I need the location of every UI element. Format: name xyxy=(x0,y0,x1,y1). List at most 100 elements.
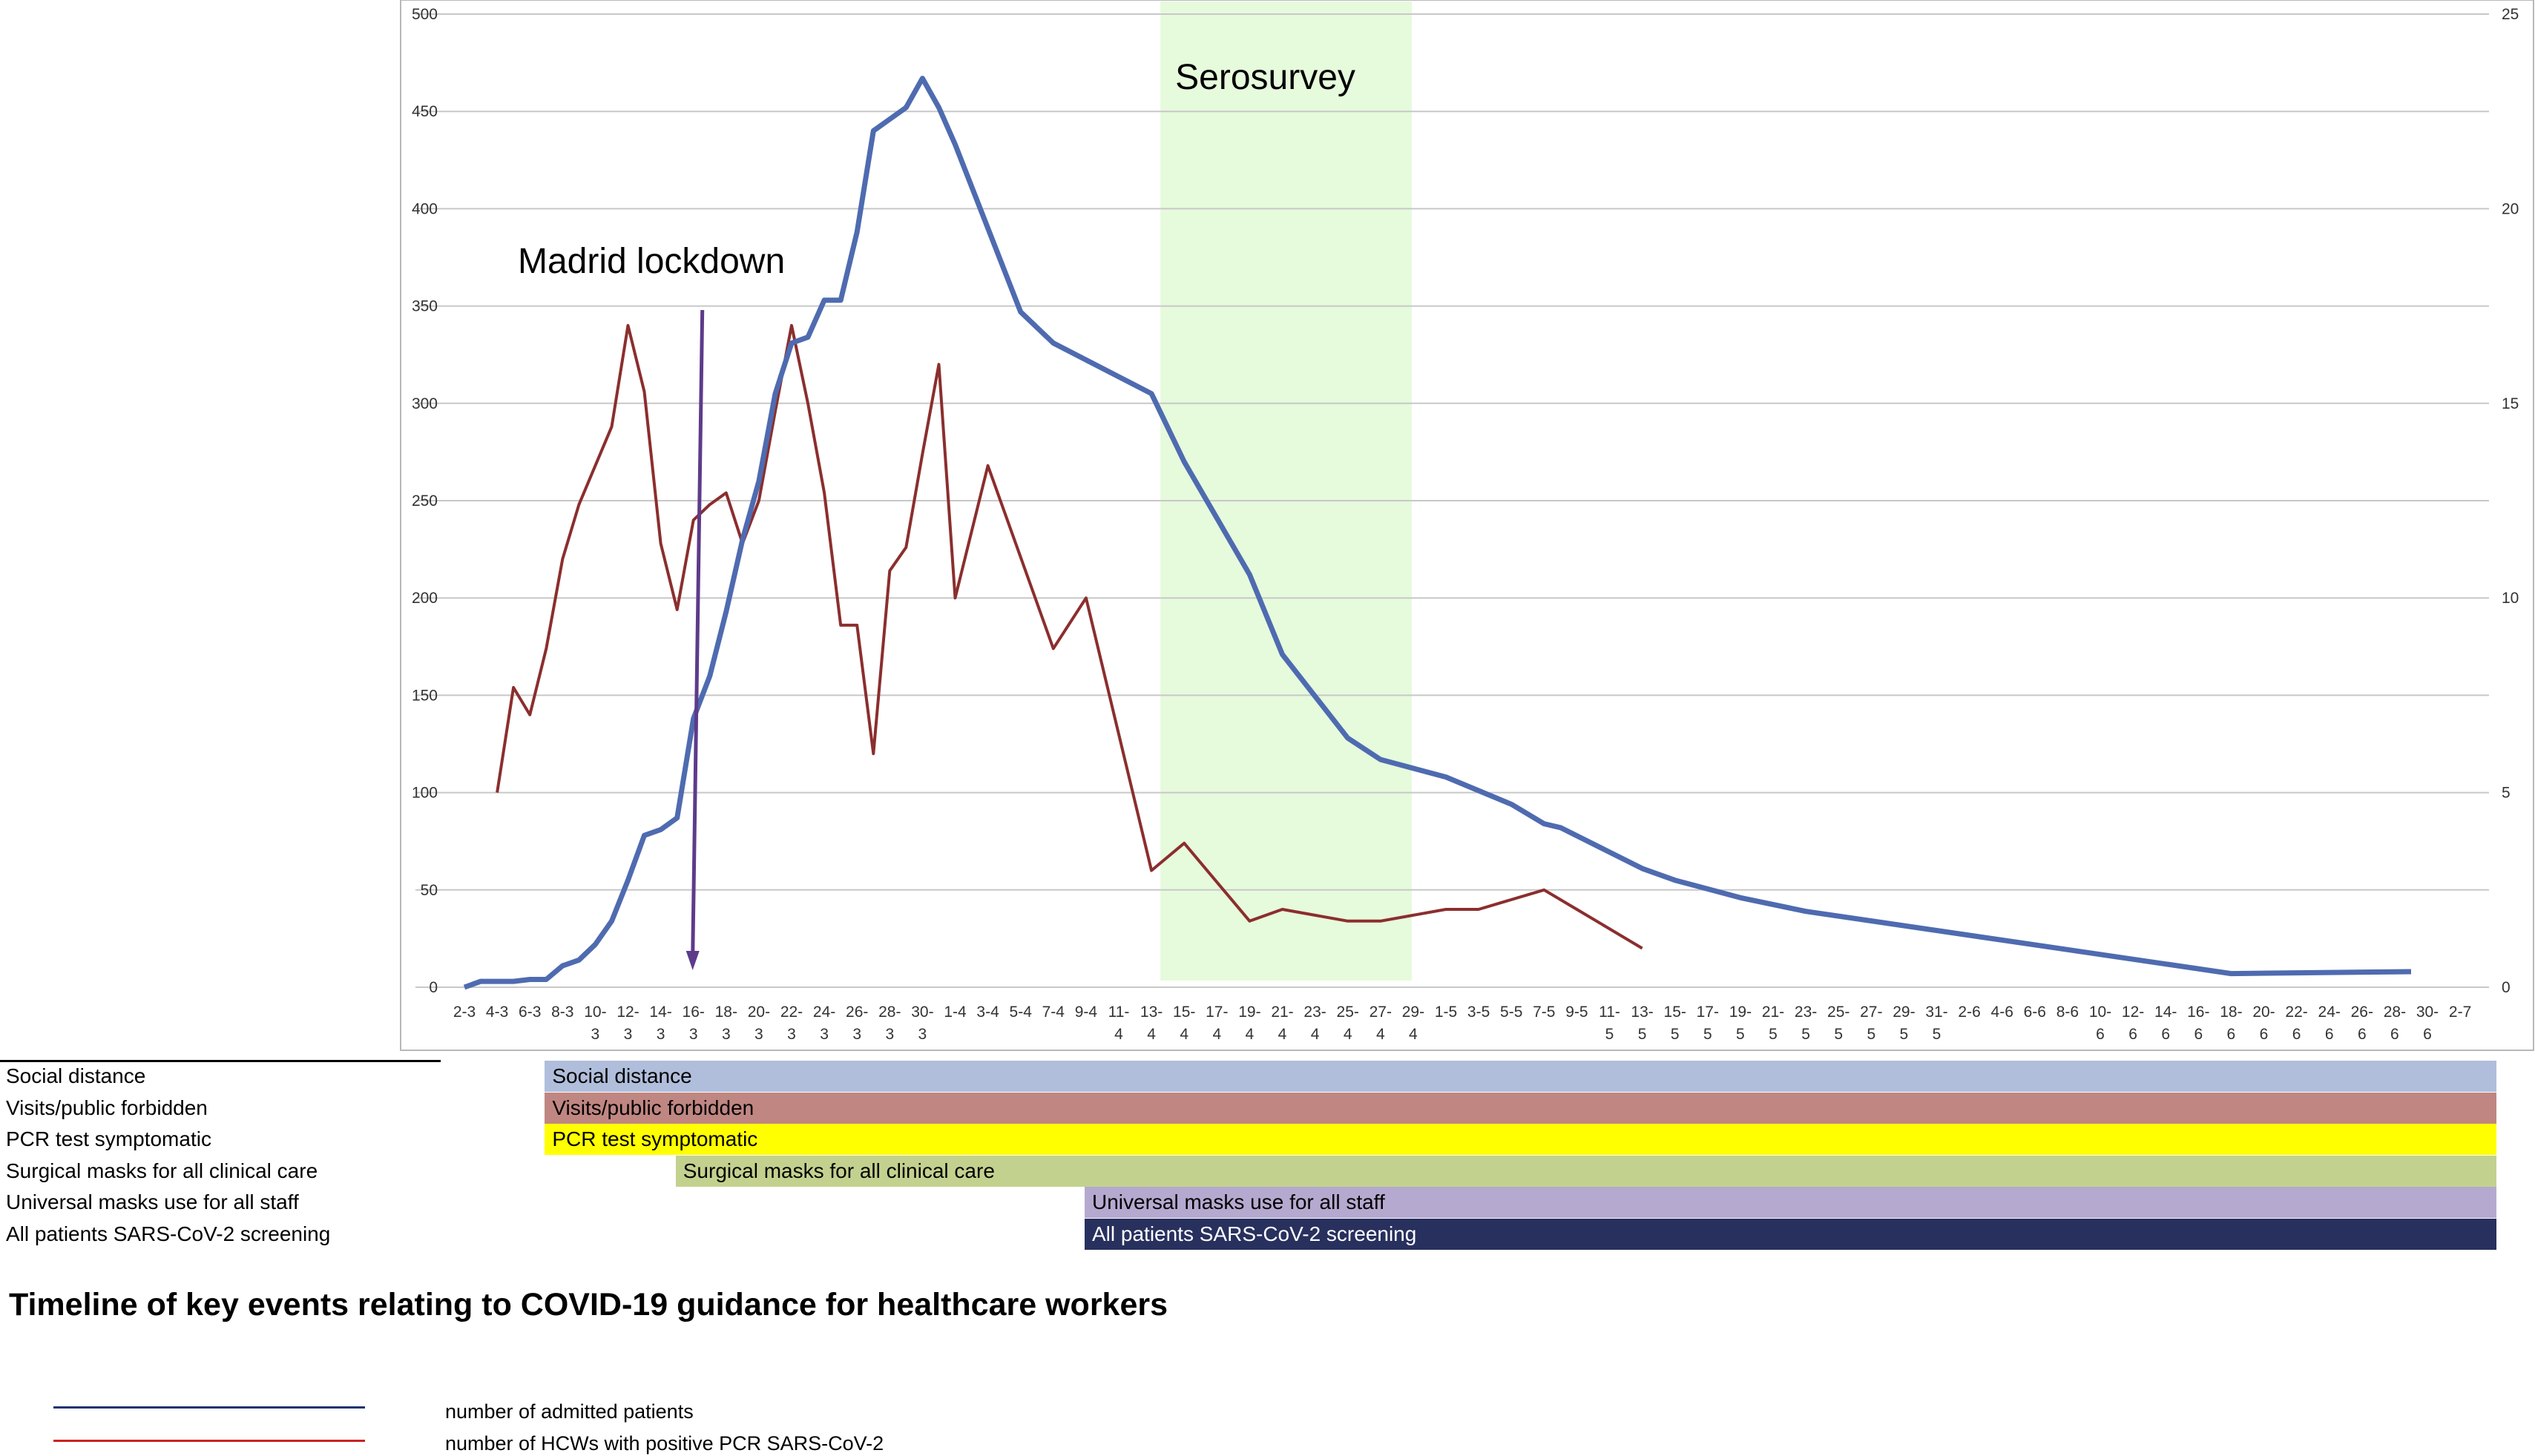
timeline-row-label: All patients SARS-CoV-2 screening xyxy=(6,1222,331,1245)
x-axis-tick-label: 27-5 xyxy=(1860,1004,1882,1043)
x-axis-tick-label: 14-6 xyxy=(2154,1004,2177,1043)
timeline-row-label: Social distance xyxy=(6,1064,146,1087)
right-axis-tick-label: 15 xyxy=(2502,395,2519,412)
x-axis-tick-label: 5-5 xyxy=(1500,1004,1522,1021)
x-axis-tick-label: 7-5 xyxy=(1533,1004,1555,1021)
x-axis-tick-label: 17-4 xyxy=(1206,1004,1228,1043)
x-axis-tick-label: 25-4 xyxy=(1337,1004,1359,1043)
right-axis-tick-label: 25 xyxy=(2502,6,2519,23)
x-axis-tick-label: 24-3 xyxy=(813,1004,835,1043)
x-axis-tick-label: 20-6 xyxy=(2252,1004,2275,1043)
left-axis-tick-label: 50 xyxy=(421,882,438,899)
legend-line-hcw xyxy=(53,1440,365,1442)
x-axis-tick-label: 21-4 xyxy=(1271,1004,1293,1043)
x-axis-tick-label: 11-5 xyxy=(1599,1004,1620,1043)
timeline-row-label: Surgical masks for all clinical care xyxy=(6,1159,318,1182)
x-axis-tick-label: 16-6 xyxy=(2187,1004,2209,1043)
x-axis-tick-label: 15-5 xyxy=(1664,1004,1686,1043)
x-axis-tick-label: 7-4 xyxy=(1042,1004,1065,1021)
legend-label-admitted: number of admitted patients xyxy=(445,1400,694,1423)
figure-caption: Timeline of key events relating to COVID… xyxy=(9,1287,1168,1322)
x-axis-tick-label: 30-3 xyxy=(911,1004,933,1043)
series-admitted-patients-line xyxy=(463,76,2412,990)
right-axis-tick-label: 20 xyxy=(2502,200,2519,217)
x-axis-tick-label: 27-4 xyxy=(1370,1004,1392,1043)
legend-label-hcw: number of HCWs with positive PCR SARS-Co… xyxy=(445,1432,884,1455)
x-axis-tick-label: 22-3 xyxy=(780,1004,803,1043)
timeline-bar: Social distance xyxy=(545,1061,2496,1092)
timeline-row-label: Universal masks use for all staff xyxy=(6,1190,299,1213)
timeline-bar: Universal masks use for all staff xyxy=(1085,1187,2496,1218)
x-axis-tick-label: 29-4 xyxy=(1402,1004,1424,1043)
x-axis-tick-label: 11-4 xyxy=(1108,1004,1130,1043)
x-axis-tick-label: 26-3 xyxy=(846,1004,868,1043)
x-axis-tick-label: 9-5 xyxy=(1565,1004,1588,1021)
timeline-row-label: PCR test symptomatic xyxy=(6,1127,211,1150)
x-axis-tick-label: 12-3 xyxy=(617,1004,639,1043)
x-axis-tick-label: 8-6 xyxy=(2056,1004,2079,1021)
lockdown-arrow xyxy=(691,309,705,958)
x-axis-tick-label: 10-6 xyxy=(2089,1004,2111,1043)
left-axis-tick-label: 250 xyxy=(412,493,438,510)
x-axis-tick-label: 16-3 xyxy=(683,1004,705,1043)
right-axis-tick-label: 5 xyxy=(2502,785,2511,802)
x-axis-tick-label: 19-5 xyxy=(1729,1004,1752,1043)
left-axis-tick-label: 0 xyxy=(429,979,438,996)
left-axis-tick-label: 400 xyxy=(412,200,438,217)
madrid-lockdown-label: Madrid lockdown xyxy=(518,242,785,281)
x-axis-tick-label: 23-5 xyxy=(1795,1004,1817,1043)
x-axis-tick-label: 19-4 xyxy=(1238,1004,1260,1043)
timeline-bar: PCR test symptomatic xyxy=(545,1124,2496,1155)
x-axis-tick-label: 6-6 xyxy=(2024,1004,2046,1021)
x-axis-tick-label: 26-6 xyxy=(2351,1004,2373,1043)
x-axis-tick-label: 21-5 xyxy=(1762,1004,1784,1043)
timeline-row-label: Visits/public forbidden xyxy=(6,1096,208,1119)
x-axis-tick-label: 13-5 xyxy=(1631,1004,1653,1043)
x-axis-tick-label: 2-7 xyxy=(2449,1004,2471,1021)
x-axis-tick-label: 17-5 xyxy=(1697,1004,1719,1043)
x-axis-tick-label: 23-4 xyxy=(1303,1004,1326,1043)
x-axis-tick-label: 15-4 xyxy=(1173,1004,1195,1043)
x-axis-tick-label: 18-6 xyxy=(2220,1004,2242,1043)
right-axis-tick-label: 0 xyxy=(2502,979,2511,996)
left-axis-tick-label: 100 xyxy=(412,785,438,802)
x-axis-tick-label: 14-3 xyxy=(649,1004,671,1043)
x-axis-tick-label: 24-6 xyxy=(2318,1004,2341,1043)
right-axis-tick-label: 10 xyxy=(2502,590,2519,607)
x-axis-tick-label: 12-6 xyxy=(2122,1004,2144,1043)
timeline-bar: Surgical masks for all clinical care xyxy=(675,1155,2496,1187)
x-axis-tick-label: 29-5 xyxy=(1893,1004,1915,1043)
x-axis-tick-label: 25-5 xyxy=(1827,1004,1850,1043)
legend-line-admitted xyxy=(53,1406,365,1409)
x-axis-tick-label: 8-3 xyxy=(551,1004,573,1021)
left-axis-tick-label: 450 xyxy=(412,103,438,120)
x-axis-tick-label: 3-4 xyxy=(976,1004,999,1021)
series-hcw-positive-line xyxy=(496,323,1643,950)
left-axis-tick-label: 500 xyxy=(412,6,438,23)
x-axis-tick-label: 18-3 xyxy=(715,1004,737,1043)
x-axis-tick-label: 1-5 xyxy=(1435,1004,1457,1021)
x-axis-tick-label: 1-4 xyxy=(944,1004,967,1021)
x-axis-tick-label: 6-3 xyxy=(519,1004,541,1021)
left-axis-tick-label: 200 xyxy=(412,590,438,607)
x-axis-tick-label: 31-5 xyxy=(1925,1004,1947,1043)
x-axis-tick-label: 3-5 xyxy=(1467,1004,1490,1021)
left-axis-tick-label: 350 xyxy=(412,298,438,315)
x-axis-tick-label: 20-3 xyxy=(748,1004,770,1043)
serosurvey-label: Serosurvey xyxy=(1175,58,1355,97)
lockdown-arrowhead xyxy=(685,951,700,970)
left-axis-tick-label: 150 xyxy=(412,687,438,704)
x-axis-tick-label: 2-3 xyxy=(453,1004,476,1021)
timeline-bar: Visits/public forbidden xyxy=(545,1092,2496,1124)
x-axis-tick-label: 4-6 xyxy=(1991,1004,2013,1021)
x-axis-tick-label: 30-6 xyxy=(2416,1004,2439,1043)
label-divider xyxy=(0,1060,441,1062)
x-axis-tick-label: 28-3 xyxy=(878,1004,901,1043)
x-axis-tick-label: 28-6 xyxy=(2384,1004,2406,1043)
serosurvey-band xyxy=(1160,1,1412,981)
x-axis-tick-label: 13-4 xyxy=(1140,1004,1163,1043)
x-axis-tick-label: 9-4 xyxy=(1075,1004,1098,1021)
left-axis-tick-label: 300 xyxy=(412,395,438,412)
plot-frame xyxy=(400,0,2534,1051)
